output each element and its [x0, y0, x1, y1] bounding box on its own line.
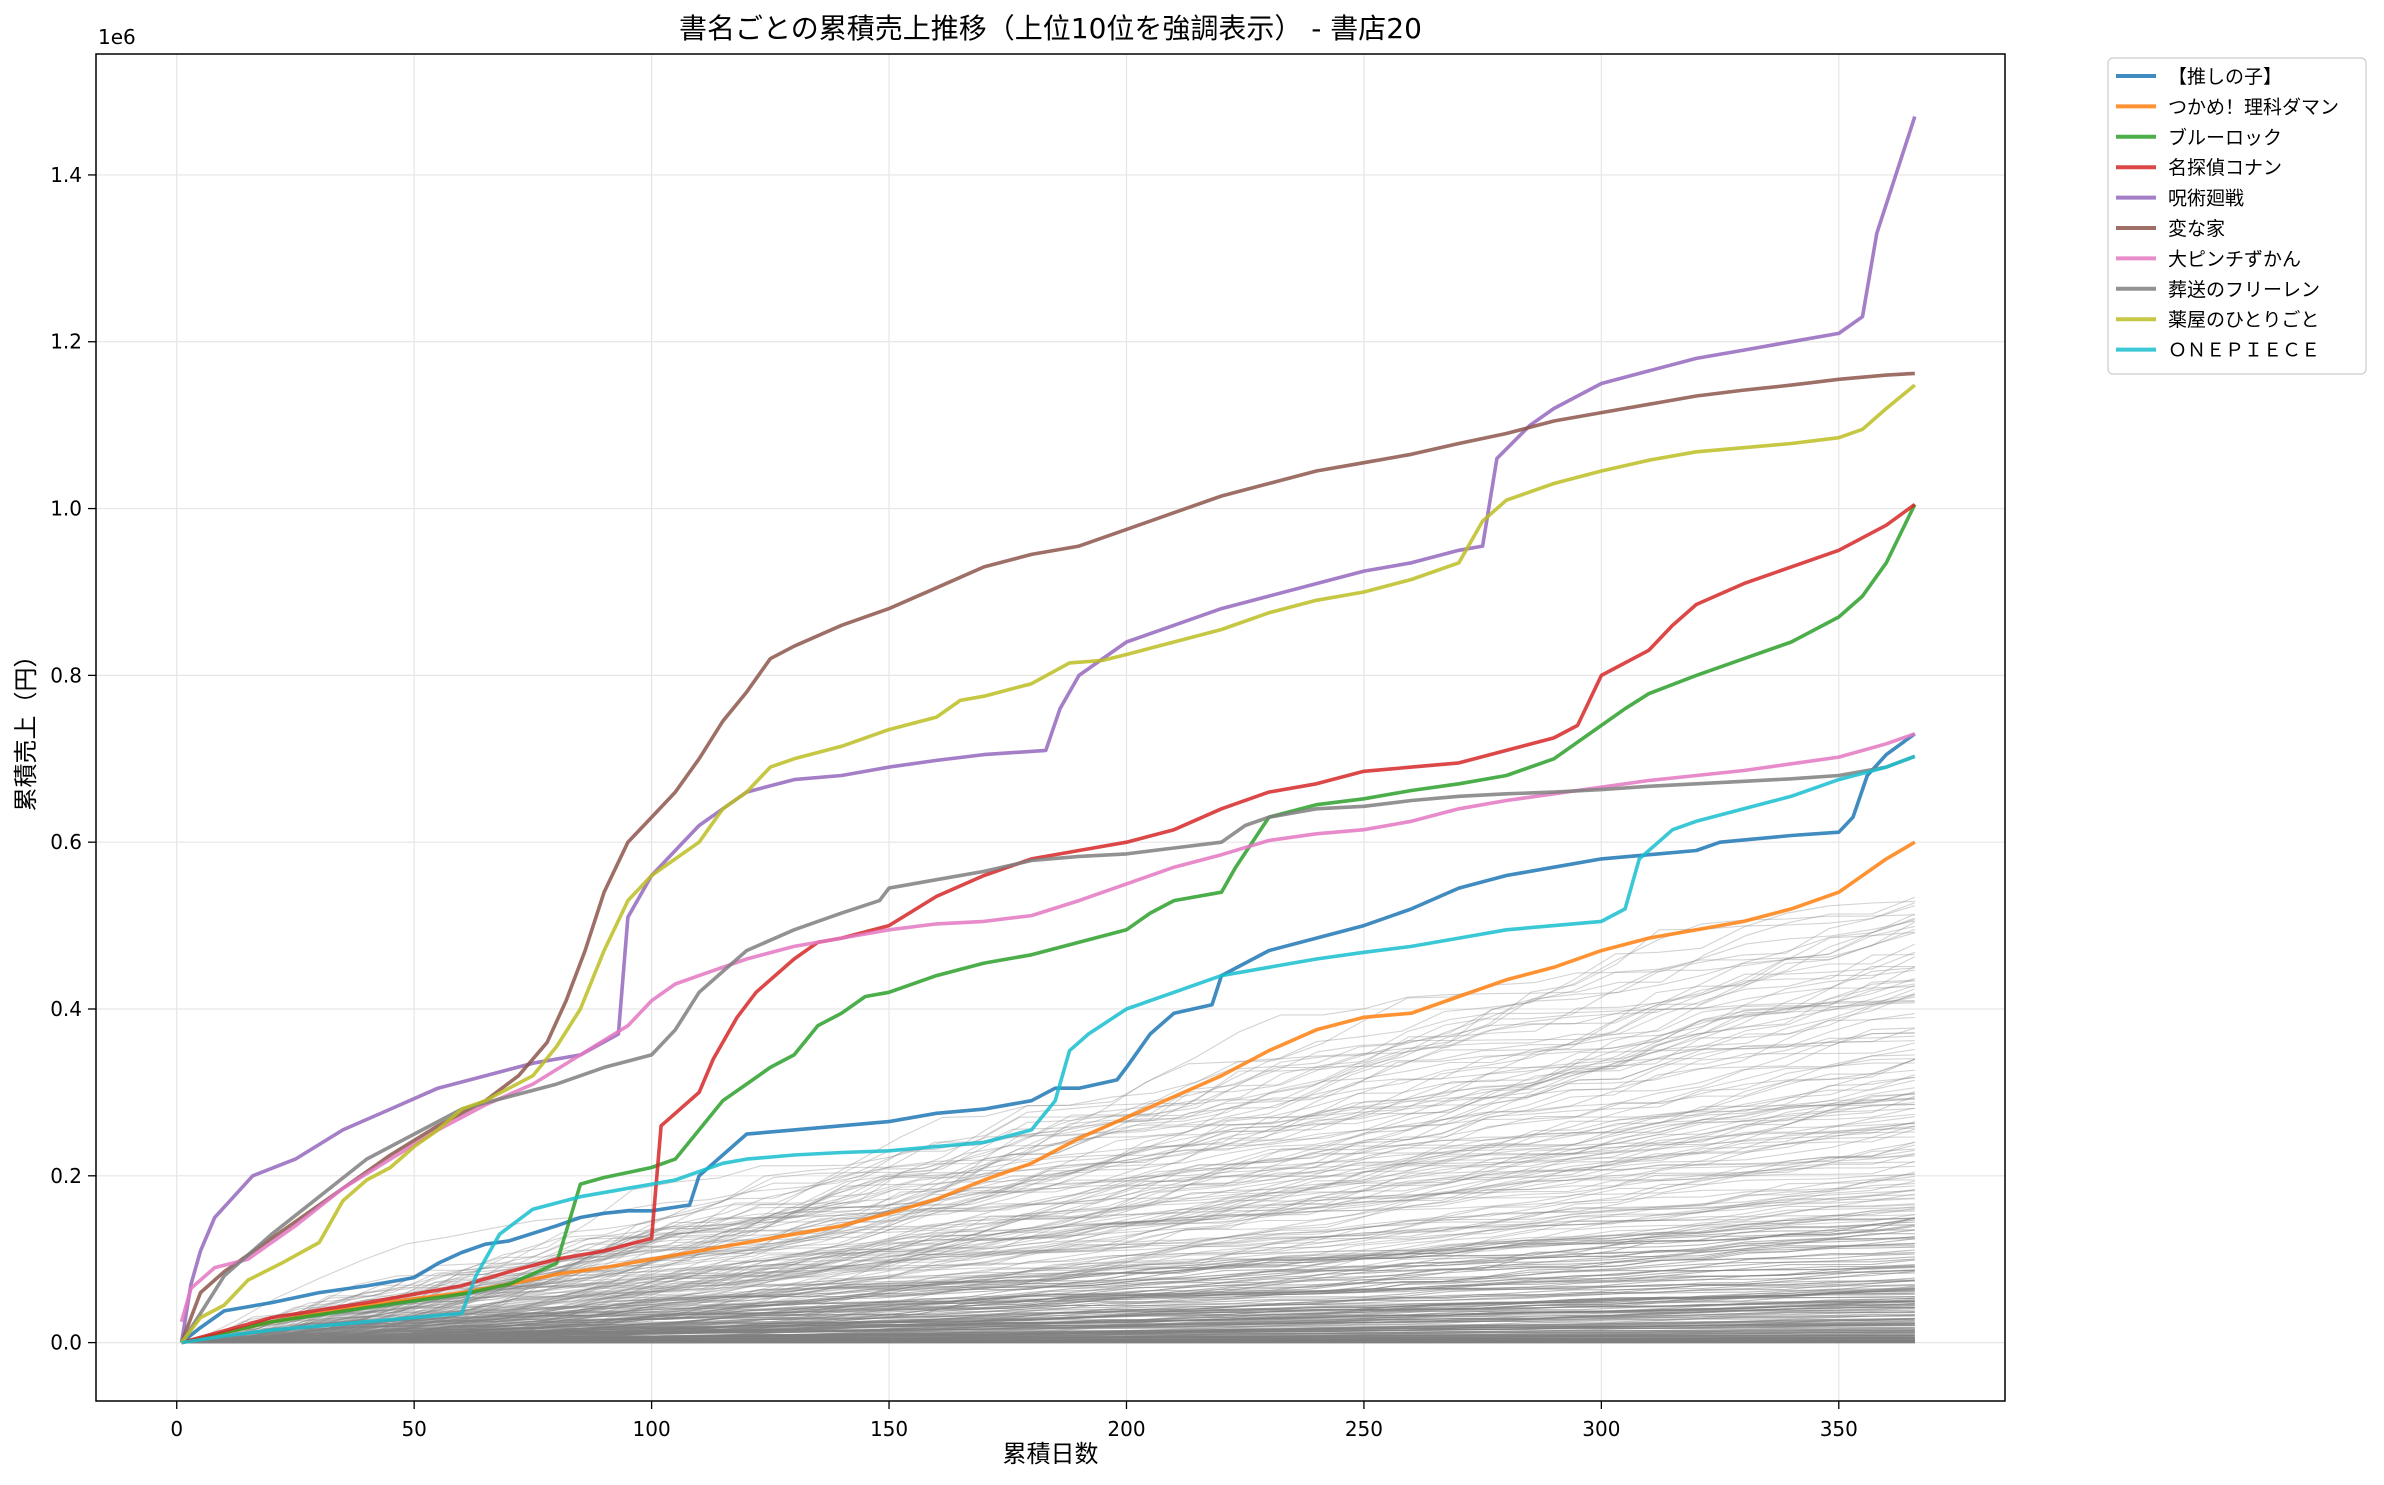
- y-tick-label: 1.0: [50, 497, 82, 521]
- x-tick-label: 150: [870, 1417, 908, 1441]
- legend-label: 大ピンチずかん: [2168, 248, 2301, 270]
- y-tick-label: 1.4: [50, 163, 82, 187]
- legend: 【推しの子】つかめ！理科ダマンブルーロック名探偵コナン呪術廻戦変な家大ピンチずか…: [2108, 58, 2366, 374]
- legend-label: 薬屋のひとりごと: [2168, 309, 2319, 331]
- x-tick-label: 50: [401, 1417, 426, 1441]
- y-tick-label: 1.2: [50, 330, 82, 354]
- chart-title: 書名ごとの累積売上推移（上位10位を強調表示） - 書店20: [679, 12, 1422, 45]
- x-tick-label: 300: [1582, 1417, 1620, 1441]
- y-axis-label: 累積売上（円）: [12, 644, 40, 812]
- x-tick-label: 350: [1820, 1417, 1858, 1441]
- legend-label: 変な家: [2168, 218, 2225, 240]
- legend-label: ブルーロック: [2168, 126, 2282, 149]
- y-scale-multiplier: 1e6: [98, 25, 136, 49]
- x-tick-label: 0: [170, 1417, 183, 1441]
- y-tick-label: 0.4: [50, 997, 82, 1021]
- legend-label: 呪術廻戦: [2168, 188, 2244, 210]
- y-tick-label: 0.6: [50, 830, 82, 854]
- y-tick-label: 0.2: [50, 1164, 82, 1188]
- legend-label: 【推しの子】: [2168, 66, 2282, 88]
- legend-label: つかめ！理科ダマン: [2168, 96, 2339, 118]
- legend-label: 名探偵コナン: [2168, 157, 2282, 179]
- legend-label: ＯＮＥＰＩＥＣＥ: [2168, 340, 2320, 362]
- x-tick-label: 250: [1345, 1417, 1383, 1441]
- y-tick-label: 0.8: [50, 663, 82, 687]
- y-tick-label: 0.0: [50, 1331, 82, 1355]
- x-axis-label: 累積日数: [1003, 1440, 1099, 1468]
- x-tick-label: 200: [1107, 1417, 1145, 1441]
- legend-label: 葬送のフリーレン: [2168, 279, 2320, 301]
- x-tick-label: 100: [633, 1417, 671, 1441]
